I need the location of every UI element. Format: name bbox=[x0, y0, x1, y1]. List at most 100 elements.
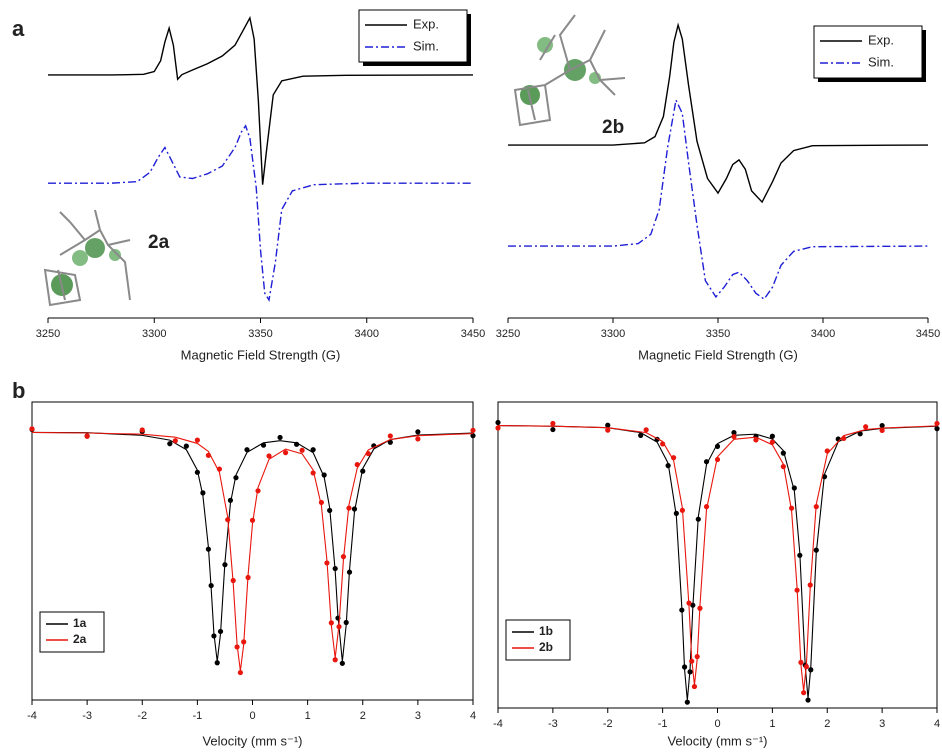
chart: -4 -3 -2 -1 0 1 2 3 4 Velocity (mm s⁻¹) b 1a 2a bbox=[12, 378, 476, 749]
x-tick-label: 0 bbox=[249, 710, 255, 722]
data-point bbox=[731, 430, 737, 436]
legend-box bbox=[505, 619, 571, 661]
data-point bbox=[277, 434, 283, 441]
data-point bbox=[194, 437, 200, 443]
data-point bbox=[934, 426, 940, 432]
x-tick-label: 3250 bbox=[36, 328, 60, 340]
data-point bbox=[769, 439, 775, 445]
data-point bbox=[415, 429, 421, 435]
fit-line bbox=[31, 431, 474, 671]
chart: 3250 3300 3350 3400 3450 Magnetic Field Stren… bbox=[496, 22, 940, 362]
x-tick-label: 0 bbox=[714, 718, 720, 730]
x-tick-label: -3 bbox=[548, 718, 558, 730]
x-tick-label: -1 bbox=[658, 718, 668, 730]
data-point bbox=[29, 426, 35, 432]
data-point bbox=[470, 433, 476, 439]
legend-box bbox=[813, 25, 923, 79]
molecule-2a bbox=[43, 209, 131, 307]
data-point bbox=[550, 420, 556, 427]
data-point bbox=[415, 436, 421, 442]
fit-line bbox=[31, 431, 474, 662]
x-tick-label: -4 bbox=[27, 710, 37, 722]
molecule-2b bbox=[513, 14, 626, 127]
data-point bbox=[731, 433, 737, 440]
x-tick-label: 2 bbox=[360, 710, 366, 722]
data-point bbox=[801, 690, 807, 696]
x-tick-label: 3400 bbox=[811, 328, 835, 340]
x-tick-label: 3450 bbox=[461, 328, 485, 340]
data-point bbox=[805, 697, 811, 703]
data-point bbox=[214, 660, 220, 666]
x-tick-label: 1 bbox=[305, 710, 311, 722]
x-axis-title: Velocity (mm s⁻¹) bbox=[202, 733, 302, 748]
spectrum-line bbox=[508, 97, 929, 301]
panel-label: a bbox=[12, 16, 25, 41]
x-tick-label: 3 bbox=[879, 718, 885, 730]
data-point bbox=[691, 683, 698, 690]
legend-box bbox=[358, 9, 468, 63]
data-point bbox=[339, 660, 345, 666]
x-tick-label: 3250 bbox=[496, 328, 520, 340]
x-axis-title: Velocity (mm s⁻¹) bbox=[667, 733, 767, 748]
x-tick-label: 3 bbox=[415, 710, 421, 722]
panel-label: b bbox=[12, 378, 25, 403]
chart: -4 -3 -2 -1 0 1 2 3 4 Velocity (mm s⁻¹) 1b 2b bbox=[493, 401, 940, 748]
legend-label: Sim. bbox=[868, 54, 894, 69]
data-point bbox=[84, 433, 90, 439]
fit-line bbox=[497, 425, 938, 692]
x-tick-label: -2 bbox=[137, 710, 147, 722]
data-point bbox=[643, 427, 649, 433]
data-point bbox=[167, 441, 173, 447]
legend-label: 1a bbox=[73, 616, 87, 630]
data-point bbox=[332, 657, 338, 663]
data-point bbox=[266, 453, 272, 459]
legend-label: Exp. bbox=[413, 16, 439, 31]
fit-line bbox=[497, 425, 938, 701]
x-tick-label: 3450 bbox=[916, 328, 940, 340]
data-point bbox=[684, 699, 690, 705]
data-point bbox=[879, 422, 885, 429]
chart: 3250 3300 3350 3400 3450 Magnetic Field Stren… bbox=[12, 9, 485, 362]
x-tick-label: -4 bbox=[493, 718, 503, 730]
x-tick-label: 1 bbox=[769, 718, 775, 730]
x-axis-title: Magnetic Field Strength (G) bbox=[638, 347, 798, 362]
x-axis-title: Magnetic Field Strength (G) bbox=[181, 347, 341, 362]
data-point bbox=[857, 431, 863, 437]
data-point bbox=[495, 425, 501, 431]
legend-label: Sim. bbox=[413, 38, 439, 53]
data-point bbox=[299, 447, 305, 453]
x-tick-label: -1 bbox=[192, 710, 202, 722]
x-tick-label: -2 bbox=[603, 718, 613, 730]
legend-label: 2b bbox=[539, 640, 553, 654]
data-point bbox=[769, 433, 775, 439]
data-point bbox=[139, 427, 145, 433]
plot-frame bbox=[31, 401, 474, 701]
spectrum-line bbox=[508, 22, 929, 204]
data-point bbox=[753, 437, 759, 443]
x-tick-label: 4 bbox=[470, 710, 476, 722]
data-point bbox=[183, 443, 189, 449]
data-point bbox=[237, 669, 243, 676]
x-tick-label: 4 bbox=[934, 718, 940, 730]
legend-label: 1b bbox=[539, 624, 553, 638]
x-tick-label: 3300 bbox=[142, 328, 166, 340]
x-tick-label: 3350 bbox=[706, 328, 730, 340]
spectrum-line bbox=[48, 124, 473, 302]
data-point bbox=[550, 426, 556, 433]
data-point bbox=[638, 432, 644, 438]
data-point bbox=[310, 447, 316, 453]
data-point bbox=[863, 424, 869, 430]
data-point bbox=[172, 438, 178, 444]
data-point bbox=[934, 420, 940, 427]
legend-label: Exp. bbox=[868, 32, 894, 47]
x-tick-label: 2 bbox=[824, 718, 830, 730]
annotation: 2b bbox=[602, 117, 624, 138]
x-tick-label: 3300 bbox=[601, 328, 625, 340]
annotation: 2a bbox=[148, 232, 170, 253]
data-point bbox=[387, 433, 393, 439]
legend-box bbox=[39, 611, 105, 653]
data-point bbox=[282, 450, 289, 456]
spectrum-line bbox=[48, 15, 474, 185]
data-point bbox=[605, 422, 611, 428]
